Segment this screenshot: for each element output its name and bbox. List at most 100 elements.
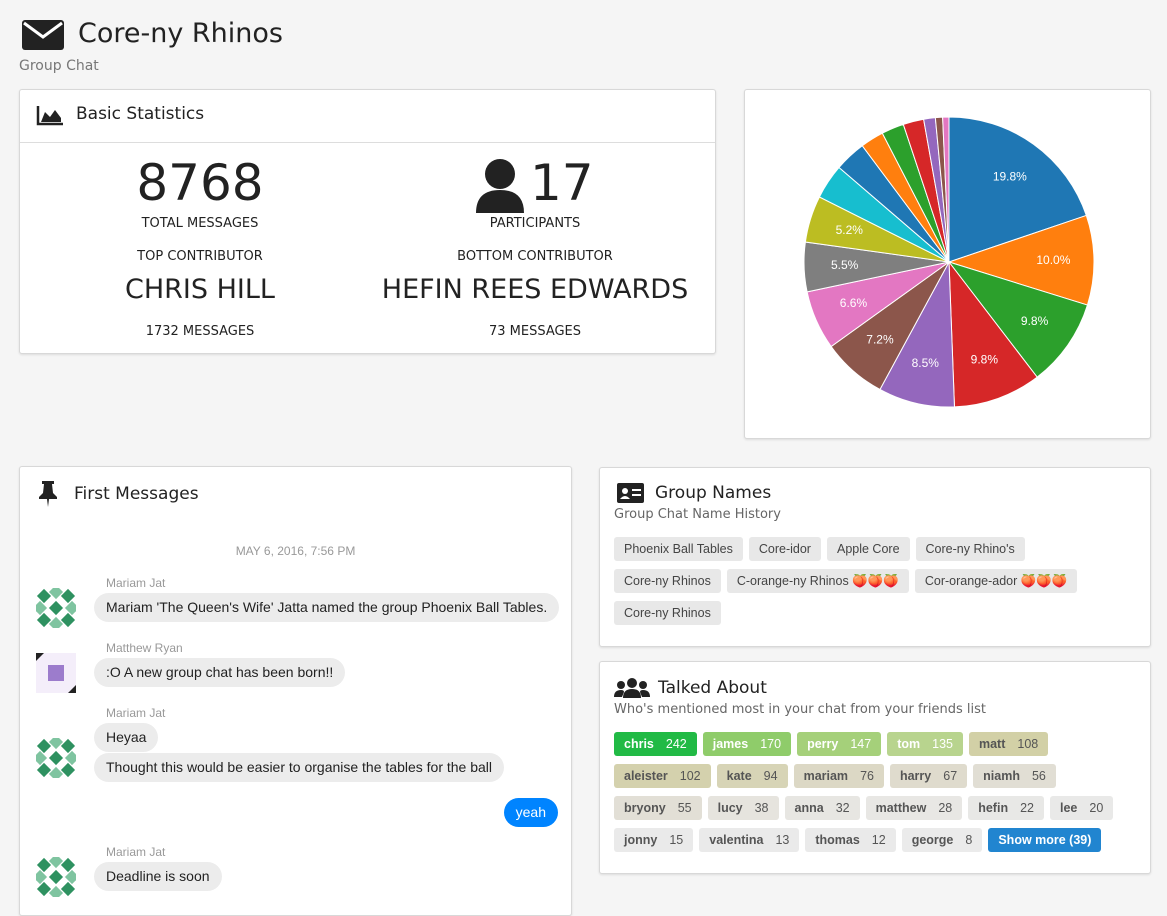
card-title: First Messages xyxy=(74,484,199,504)
divider xyxy=(20,142,715,143)
person-name: chris xyxy=(624,737,654,751)
avatar-shape xyxy=(36,857,52,873)
sender-name: Matthew Ryan xyxy=(106,641,183,655)
slice-label: 6.6% xyxy=(840,296,868,310)
person-name: anna xyxy=(794,801,824,815)
person-tag: thomas 12 xyxy=(805,828,896,852)
avatar-shape xyxy=(36,653,76,693)
pie-slice xyxy=(947,214,1095,306)
group-names-card: Group Names Group Chat Name History Phoe… xyxy=(599,467,1151,647)
person-count: 28 xyxy=(938,801,953,815)
person-tag: valentina 13 xyxy=(699,828,800,852)
avatar-shape xyxy=(48,600,64,616)
id-card-icon xyxy=(617,483,644,503)
person-tag: aleister 102 xyxy=(614,764,711,788)
group-name-tag: Core-idor xyxy=(748,537,821,561)
person-name: tom xyxy=(897,737,921,751)
person-tag: lee 20 xyxy=(1049,796,1114,820)
person-tag: bryony 55 xyxy=(614,796,702,820)
pin-icon xyxy=(39,481,57,507)
message-bubble: yeah xyxy=(503,798,558,827)
person-count: 8 xyxy=(965,833,973,847)
person-name: matt xyxy=(978,737,1006,751)
person-count: 55 xyxy=(677,801,692,815)
person-count: 94 xyxy=(763,769,778,783)
chart-icon xyxy=(36,106,63,126)
person-tag: lucy 38 xyxy=(707,796,779,820)
avatar xyxy=(36,588,76,628)
message-bubble: Thought this would be easier to organise… xyxy=(94,753,505,782)
slice-label: 5.5% xyxy=(831,258,859,272)
person-count: 56 xyxy=(1031,769,1046,783)
sender-name: Mariam Jat xyxy=(106,706,166,720)
stat-label: PARTICIPANTS xyxy=(489,216,581,231)
person-tag: perry 147 xyxy=(797,732,882,756)
avatar-shape xyxy=(36,588,52,604)
person-name: hefin xyxy=(978,801,1009,815)
person-tag: mariam 76 xyxy=(793,764,884,788)
person-count: 20 xyxy=(1089,801,1104,815)
group-name-tag: Core-ny Rhinos xyxy=(614,601,721,625)
people-list: chris 242 james 170 perry 147 tom 135 matt 108 ale… xyxy=(614,732,1144,852)
person-tag: jonny 15 xyxy=(614,828,694,852)
stat-label: 73 MESSAGES xyxy=(488,324,582,339)
person-name: lee xyxy=(1059,801,1078,815)
person-name: bryony xyxy=(624,801,666,815)
envelope-icon xyxy=(22,20,64,50)
avatar xyxy=(36,857,76,897)
person-name: mariam xyxy=(803,769,849,783)
bottom-contributor: HEFIN REES EDWARDS xyxy=(381,274,689,305)
slice-label: 10.0% xyxy=(1036,253,1070,267)
person-icon xyxy=(476,159,524,213)
avatar-shape xyxy=(48,857,64,869)
person-tag: kate 94 xyxy=(716,764,788,788)
avatar-shape xyxy=(60,881,76,897)
person-tag: chris 242 xyxy=(614,732,697,756)
person-count: 108 xyxy=(1017,737,1039,751)
group-name-tag: Apple Core xyxy=(826,537,910,561)
top-contributor: CHRIS HILL xyxy=(125,274,275,305)
card-subtitle: Group Chat Name History xyxy=(614,507,781,522)
card-title: Talked About xyxy=(658,678,767,698)
stat-label: TOP CONTRIBUTOR xyxy=(137,249,263,264)
person-count: 38 xyxy=(754,801,769,815)
person-count: 76 xyxy=(860,769,874,783)
message-bubble: :O A new group chat has been born!! xyxy=(94,658,346,687)
avatar-shape xyxy=(48,616,64,628)
person-tag: anna 32 xyxy=(784,796,860,820)
person-name: kate xyxy=(726,769,752,783)
avatar-shape xyxy=(60,588,76,604)
users-icon xyxy=(614,678,650,698)
message-bubble: Mariam 'The Queen's Wife' Jatta named th… xyxy=(94,593,560,622)
card-title: Basic Statistics xyxy=(76,104,205,124)
person-count: 170 xyxy=(760,737,782,751)
slice-label: 7.2% xyxy=(866,332,894,346)
pie-chart: 19.8% 10.0% 9.8% 9.8% 8.5% 7.2% 6.6% 5.5% 5.2% xyxy=(803,116,1095,408)
person-name: thomas xyxy=(815,833,860,847)
avatar-shape xyxy=(48,738,64,750)
avatar-shape xyxy=(60,738,76,754)
group-name-tag: C-orange-ny Rhinos 🍑🍑🍑 xyxy=(726,569,909,593)
basic-statistics-card: Basic Statistics 8768 TOTAL MESSAGES 17 … xyxy=(19,89,716,354)
total-messages: 8768 xyxy=(136,154,264,212)
show-more-button[interactable]: Show more (39) xyxy=(988,828,1102,852)
slice-label: 9.8% xyxy=(971,352,999,366)
card-title: Group Names xyxy=(655,483,772,503)
pie-slice xyxy=(947,261,1089,378)
sender-name: Mariam Jat xyxy=(106,845,166,859)
avatar-shape xyxy=(48,766,64,778)
avatar-shape xyxy=(48,885,64,897)
person-count: 22 xyxy=(1020,801,1034,815)
avatar-shape xyxy=(64,869,76,885)
person-name: perry xyxy=(807,737,839,751)
avatar-shape xyxy=(48,588,64,600)
avatar-shape xyxy=(36,600,48,616)
pie-slice xyxy=(948,116,1087,263)
talked-about-card: Talked About Who's mentioned most in you… xyxy=(599,661,1151,874)
person-name: lucy xyxy=(717,801,743,815)
group-name-tag: Phoenix Ball Tables xyxy=(614,537,743,561)
person-count: 12 xyxy=(871,833,886,847)
person-name: valentina xyxy=(709,833,764,847)
person-name: jonny xyxy=(624,833,658,847)
